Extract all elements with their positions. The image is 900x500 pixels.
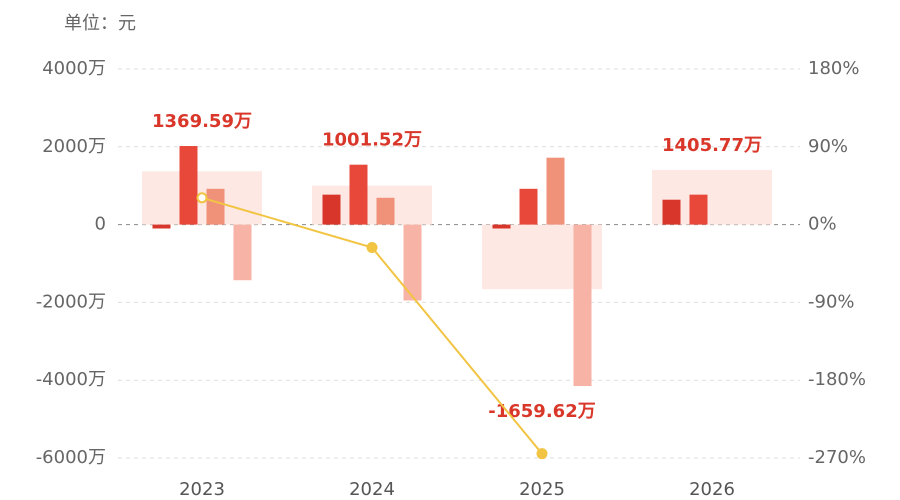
bar [546, 157, 565, 225]
bar [206, 188, 225, 225]
bar [376, 197, 395, 225]
y-tick-label: -2000万 [36, 291, 106, 312]
x-tick-label: 2024 [349, 479, 395, 500]
y-tick-label: 4000万 [42, 58, 106, 79]
bar [403, 224, 422, 301]
bar [233, 224, 252, 281]
total-label: 1405.77万 [662, 135, 762, 156]
y2-tick-label: 90% [808, 136, 848, 157]
bar [689, 194, 708, 225]
total-label: 1001.52万 [322, 130, 422, 151]
y2-tick-label: 0% [808, 214, 837, 235]
y2-tick-label: -90% [808, 291, 855, 312]
bar [519, 188, 538, 225]
total-label: -1659.62万 [488, 401, 595, 422]
growth-point [366, 242, 378, 254]
y2-tick-label: -270% [808, 447, 866, 468]
bar [179, 146, 198, 225]
bar [152, 224, 171, 229]
bar [322, 194, 341, 225]
x-tick-label: 2025 [519, 479, 565, 500]
y-tick-label: 2000万 [42, 136, 106, 157]
bar [492, 224, 511, 229]
bar [573, 224, 592, 387]
unit-label: 单位：元 [64, 13, 136, 34]
y-tick-label: -6000万 [36, 447, 106, 468]
y2-tick-label: -180% [808, 369, 866, 390]
y-tick-label: -4000万 [36, 369, 106, 390]
y2-tick-label: 180% [808, 58, 859, 79]
total-label: 1369.59万 [152, 111, 252, 132]
y-tick-label: 0 [95, 214, 106, 235]
growth-point [536, 448, 548, 460]
x-tick-label: 2023 [179, 479, 225, 500]
bar [349, 164, 368, 225]
growth-point [196, 192, 208, 204]
bar [662, 199, 681, 225]
x-tick-label: 2026 [689, 479, 735, 500]
